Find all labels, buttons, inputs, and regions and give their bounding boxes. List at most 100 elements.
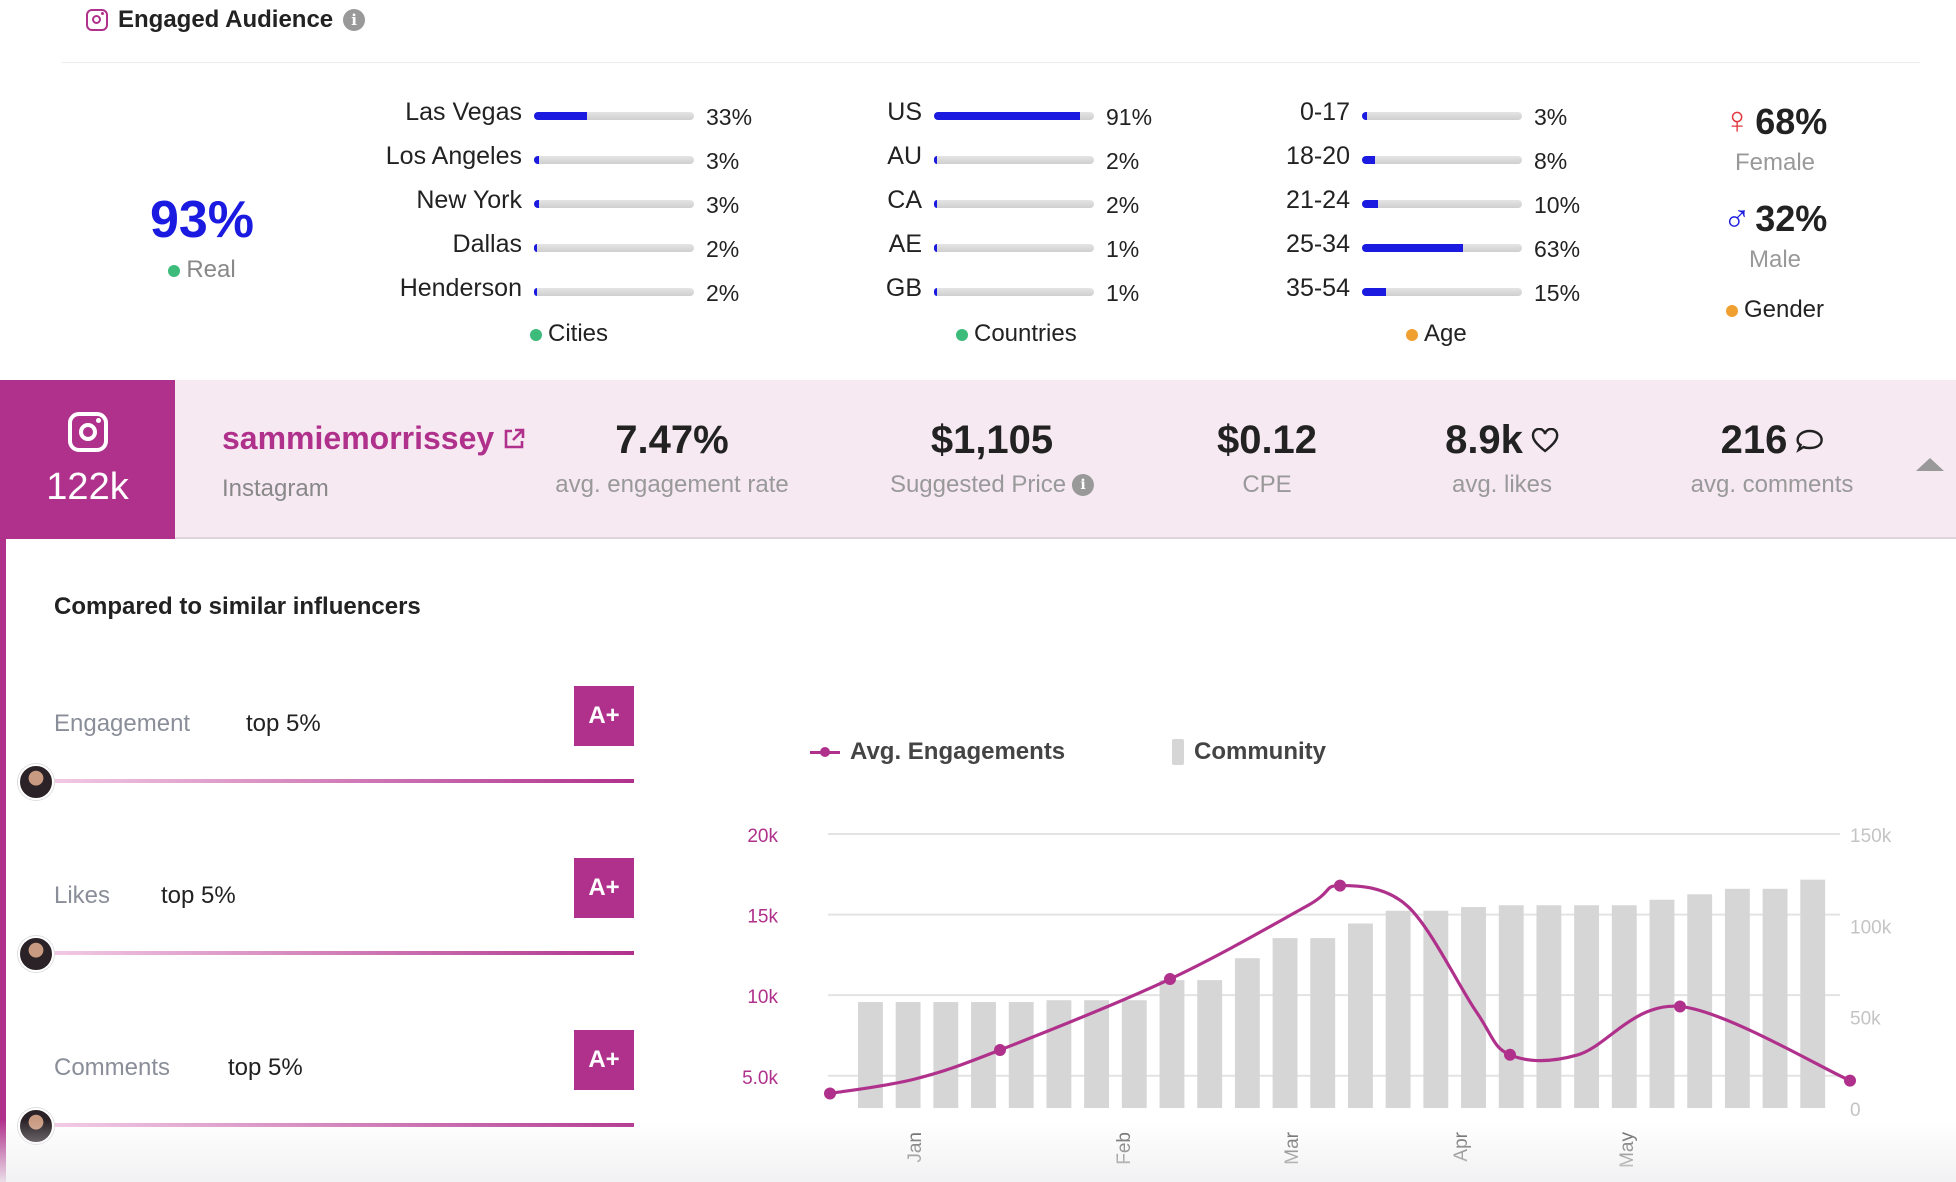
caption-text: Gender bbox=[1743, 296, 1825, 323]
community-bar bbox=[1385, 910, 1411, 1108]
avg-engagements-point bbox=[1334, 879, 1346, 892]
percent-bar bbox=[934, 288, 1094, 296]
city-label: New York bbox=[416, 186, 522, 214]
percent-bar bbox=[534, 156, 694, 164]
percent-bar bbox=[1362, 156, 1522, 164]
country-label: CA bbox=[887, 186, 922, 214]
male-value: 32% bbox=[1755, 197, 1828, 239]
community-bar bbox=[1234, 958, 1260, 1108]
cpe-value: $0.12 bbox=[1216, 418, 1318, 462]
info-icon[interactable]: i bbox=[1072, 474, 1095, 496]
legend-avg-engagements[interactable]: Avg. Engagements bbox=[810, 738, 1065, 766]
divider bbox=[62, 62, 1920, 63]
city-percent: 3% bbox=[706, 192, 740, 218]
country-percent: 1% bbox=[1106, 236, 1140, 262]
x-tick-label: Apr bbox=[1451, 1131, 1472, 1161]
percent-bar-fill bbox=[934, 244, 937, 252]
suggested-price-metric: $1,105 Suggested Price i bbox=[889, 418, 1095, 499]
age-percent: 3% bbox=[1534, 104, 1568, 130]
grade-badge: A+ bbox=[574, 1030, 634, 1090]
legend-community[interactable]: Community bbox=[1172, 738, 1326, 766]
percent-bar-fill bbox=[1362, 200, 1378, 208]
avg-comments-value: 216 bbox=[1720, 418, 1788, 462]
community-bar bbox=[1348, 923, 1373, 1108]
female-icon: ♀ bbox=[1722, 100, 1752, 142]
community-bar bbox=[858, 1002, 883, 1108]
city-label: Los Angeles bbox=[385, 142, 522, 170]
percent-bar-fill bbox=[934, 200, 938, 208]
avg-likes-row: 8.9k bbox=[1445, 418, 1559, 463]
city-label: Dallas bbox=[452, 230, 522, 258]
percent-bar bbox=[1362, 288, 1522, 296]
y2-tick-label: 150k bbox=[1850, 826, 1892, 847]
community-bar bbox=[1611, 905, 1637, 1108]
engaged-audience-header: Engaged Audience i bbox=[86, 0, 366, 40]
city-label: Henderson bbox=[399, 274, 522, 302]
percent-bar-fill bbox=[534, 200, 539, 208]
age-label: 0-17 bbox=[1299, 98, 1350, 126]
community-bar bbox=[1084, 1000, 1110, 1108]
y2-tick-label: 0 bbox=[1850, 1100, 1861, 1121]
country-percent: 91% bbox=[1106, 104, 1153, 130]
comparison-metric-name: Likes bbox=[54, 882, 111, 909]
section-title: Engaged Audience bbox=[118, 6, 334, 33]
age-label: 18-20 bbox=[1286, 142, 1350, 170]
country-label: AU bbox=[887, 142, 922, 170]
male-label: Male bbox=[1748, 246, 1802, 273]
age-percent: 63% bbox=[1534, 236, 1581, 262]
collapse-caret-icon[interactable] bbox=[1916, 458, 1944, 471]
community-bar bbox=[1272, 938, 1298, 1108]
country-percent: 2% bbox=[1106, 192, 1140, 218]
avg-comments-metric: 216 avg. comments bbox=[1691, 418, 1854, 499]
age-label: 21-24 bbox=[1286, 186, 1350, 214]
cities-caption: Cities bbox=[530, 320, 608, 348]
percent-bar-fill bbox=[934, 156, 938, 164]
comparison-rank: top 5% bbox=[246, 710, 321, 737]
percent-bar-fill bbox=[534, 156, 539, 164]
avg-likes-label: avg. likes bbox=[1451, 471, 1553, 498]
community-bar bbox=[1536, 905, 1562, 1108]
age-percent: 15% bbox=[1534, 280, 1581, 306]
profile-link[interactable]: sammiemorrissey bbox=[222, 420, 526, 457]
y-tick-label: 20k bbox=[747, 826, 778, 847]
instagram-icon bbox=[86, 9, 108, 31]
avg-engagements-point bbox=[1674, 1000, 1686, 1013]
avg-engagements-point bbox=[1504, 1048, 1516, 1061]
follower-count: 122k bbox=[46, 466, 129, 508]
avg-engagements-point bbox=[824, 1087, 836, 1100]
external-link-icon[interactable] bbox=[502, 427, 526, 451]
avg-comments-label: avg. comments bbox=[1690, 471, 1854, 498]
community-bar bbox=[1574, 905, 1600, 1108]
female-label: Female bbox=[1734, 149, 1816, 176]
community-bar bbox=[1423, 910, 1449, 1108]
percent-bar-fill bbox=[1362, 244, 1463, 252]
city-percent: 33% bbox=[706, 104, 753, 130]
percent-bar bbox=[1362, 200, 1522, 208]
age-percent: 8% bbox=[1534, 148, 1568, 174]
avg-comments-row: 216 bbox=[1691, 418, 1854, 463]
male-stat: ♂ 32% bbox=[1690, 197, 1860, 240]
percent-bar-fill bbox=[934, 112, 1080, 120]
engagement-rate-value: 7.47% bbox=[615, 418, 729, 462]
comparison-rank: top 5% bbox=[228, 1054, 303, 1081]
percent-bar-fill bbox=[1362, 112, 1367, 120]
percent-bar-fill bbox=[534, 244, 538, 252]
y-tick-label: 15k bbox=[747, 907, 778, 928]
percent-bar bbox=[534, 200, 694, 208]
engagement-chart: 5.0k 10k 15k 20k 0 50k 100k 150k Jan Feb Mar Apr May bbox=[742, 826, 1892, 1168]
percent-bar bbox=[534, 288, 694, 296]
x-tick-label: Mar bbox=[1282, 1131, 1303, 1164]
percent-bar-fill bbox=[1362, 288, 1386, 296]
avatar bbox=[18, 764, 54, 800]
ranking-track bbox=[54, 1123, 634, 1127]
city-percent: 2% bbox=[706, 280, 740, 306]
grade-badge: A+ bbox=[574, 858, 634, 918]
y-tick-label: 10k bbox=[747, 987, 778, 1008]
info-icon[interactable]: i bbox=[343, 9, 366, 31]
suggested-price-label: Suggested Price bbox=[889, 471, 1067, 498]
comparison-title: Compared to similar influencers bbox=[54, 593, 421, 620]
country-label: AE bbox=[888, 230, 922, 258]
x-tick-label: May bbox=[1617, 1132, 1638, 1168]
avatar bbox=[18, 936, 54, 972]
caption-text: Age bbox=[1424, 320, 1467, 347]
